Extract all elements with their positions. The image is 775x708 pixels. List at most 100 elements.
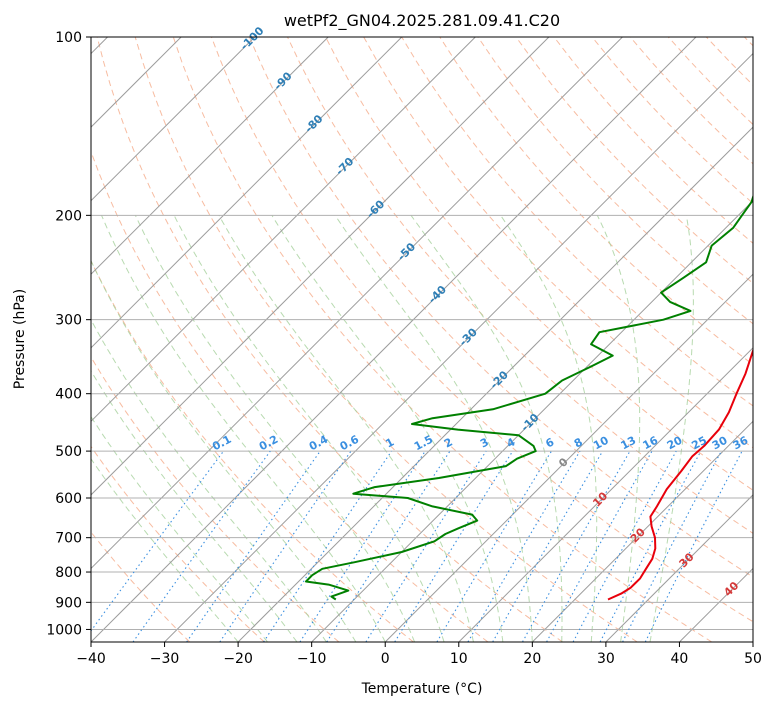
mixing-ratio-label: 20: [665, 433, 685, 452]
x-tick-label: −10: [297, 651, 327, 667]
isotherm-line: [91, 37, 476, 423]
mixing-ratio-line: [219, 450, 352, 642]
mixing-ratio-line: [326, 450, 451, 642]
x-tick-label: 30: [597, 651, 615, 667]
mixing-ratio-line: [436, 450, 552, 642]
isotherm-line: [91, 37, 329, 275]
x-tick-label: 10: [450, 651, 468, 667]
y-tick-label: 400: [55, 387, 82, 403]
dry-adiabat-line: [553, 37, 753, 244]
dry-adiabat-line: [210, 37, 753, 623]
moist-adiabat-line: [410, 215, 563, 642]
dry-adiabat-line: [287, 37, 753, 534]
y-axis: 100 200 300 400 500 600 700 800 900 1000: [46, 30, 91, 638]
moist-adiabat-line: [91, 457, 239, 642]
mixing-ratio-label: 30: [710, 434, 730, 453]
isotherm-label: -100: [238, 24, 267, 53]
mixing-ratio-label: 0.4: [307, 433, 331, 454]
mixing-ratio-label: 0.2: [257, 433, 280, 454]
dry-adiabat-label: 40: [721, 579, 741, 599]
mixing-ratio-line: [91, 450, 224, 632]
mixing-ratio-label: 25: [689, 434, 709, 453]
line-labels: 0.1 0.2 0.4 0.6 1 1.5 2 3 4 6 8 10 13 16 20 25 30 36-100-…: [210, 24, 750, 599]
isotherm-line: [237, 126, 753, 642]
moist-adiabat-line: [91, 259, 357, 642]
isotherm-label: -90: [271, 69, 294, 92]
isotherm-label: -70: [333, 155, 356, 178]
moist-adiabat-line: [91, 369, 298, 642]
isotherm-line: [605, 494, 753, 642]
moist-adiabat-line: [101, 215, 386, 642]
dry-adiabat-label: 0: [556, 455, 571, 470]
moist-adiabat-line: [173, 215, 445, 642]
mixing-ratio-line: [263, 450, 392, 642]
mixing-ratio-label: 36: [731, 434, 751, 453]
dry-adiabat-line: [744, 37, 753, 47]
mixing-ratio-label: 1.5: [412, 433, 435, 454]
y-tick-label: 700: [55, 531, 82, 547]
mixing-ratio-label: 10: [591, 434, 611, 453]
y-tick-label: 1000: [46, 622, 82, 638]
isotherm-line: [91, 37, 697, 642]
mixing-ratio-line: [599, 450, 702, 642]
x-tick-label: 20: [523, 651, 541, 667]
dry-adiabat-line: [439, 37, 753, 366]
dry-adiabat-line: [705, 37, 753, 86]
mixing-ratio-label: 1: [383, 435, 396, 450]
plot-frame: [90, 36, 754, 643]
dry-adiabat-line: [91, 259, 414, 642]
isotherm-line: [458, 347, 753, 642]
dry-adiabat-line: [91, 356, 340, 642]
mixing-ratio-line: [644, 450, 743, 642]
y-tick-label: 200: [55, 208, 82, 224]
dry-adiabat-line: [96, 37, 563, 642]
isotherm-line: [531, 420, 753, 642]
isotherm-line: [164, 52, 753, 642]
y-tick-label: 100: [55, 30, 82, 46]
dry-adiabat-line: [667, 37, 753, 126]
mixing-ratio-line: [572, 450, 677, 642]
isotherm-line: [91, 37, 256, 202]
mixing-ratio-line: [394, 450, 514, 642]
mixing-ratio-label: 16: [641, 433, 661, 452]
mixing-ratio-label: 0.1: [210, 433, 233, 454]
y-tick-label: 900: [55, 595, 82, 611]
y-axis-title: Pressure (hPa): [12, 289, 28, 389]
dry-adiabat-line: [91, 445, 265, 642]
moist-adiabat-line: [271, 215, 504, 642]
mixing-ratio-label: 6: [543, 435, 556, 450]
mixing-ratio-label: 13: [619, 434, 639, 453]
y-tick-label: 500: [55, 444, 82, 460]
background-lines: [91, 37, 753, 642]
isotherm-label: -60: [364, 197, 387, 220]
mixing-ratio-label: 8: [572, 435, 585, 450]
isotherm-line: [679, 567, 753, 642]
isotherm-label: -80: [302, 112, 325, 135]
dry-adiabat-line: [591, 37, 753, 204]
x-tick-label: −30: [150, 651, 180, 667]
mixing-ratio-line: [299, 450, 426, 642]
isotherm-label: -50: [395, 240, 418, 263]
moist-adiabat-line: [649, 215, 694, 642]
y-tick-label: 600: [55, 491, 82, 507]
x-tick-label: −40: [76, 651, 106, 667]
moist-adiabat-line: [334, 215, 533, 642]
isotherm-line: [91, 37, 623, 570]
isotherm-line: [91, 37, 550, 496]
moist-adiabat-line: [91, 415, 268, 642]
isotherm-line: [311, 199, 753, 642]
mixing-ratio-line: [467, 450, 581, 642]
moist-adiabat-line: [218, 215, 474, 642]
dry-adiabat-line: [248, 37, 753, 578]
dry-adiabat-line: [172, 37, 713, 642]
x-tick-label: 0: [381, 651, 390, 667]
x-tick-label: 50: [744, 651, 762, 667]
isotherm-line: [752, 641, 753, 642]
isotherm-line: [91, 37, 403, 349]
mixing-ratio-label: 0.6: [338, 433, 362, 454]
dry-adiabat-label: 30: [677, 550, 697, 570]
x-axis-title: Temperature (°C): [361, 681, 483, 697]
y-tick-label: 800: [55, 565, 82, 581]
mixing-ratio-line: [132, 450, 271, 642]
isotherm-label: -20: [488, 368, 511, 391]
